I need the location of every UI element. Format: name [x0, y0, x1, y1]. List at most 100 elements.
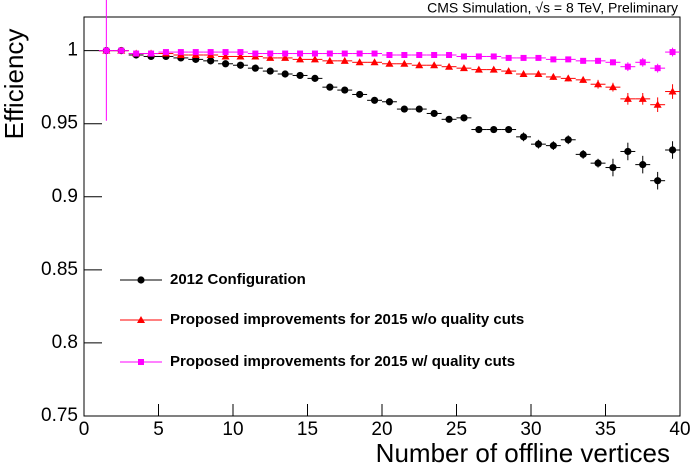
point — [594, 159, 602, 167]
point — [430, 109, 438, 118]
point — [460, 114, 468, 122]
point — [504, 67, 513, 75]
point — [535, 54, 542, 61]
point — [565, 56, 572, 63]
point — [340, 56, 349, 64]
x-tick-label: 35 — [595, 419, 616, 440]
point — [431, 52, 438, 58]
point — [222, 49, 229, 56]
x-tick-label: 25 — [446, 419, 467, 440]
point — [385, 59, 394, 67]
point — [639, 59, 646, 66]
point — [237, 49, 244, 56]
point — [221, 52, 230, 60]
point — [519, 133, 528, 141]
point — [623, 94, 632, 102]
point — [236, 61, 245, 69]
x-tick-label: 5 — [153, 419, 164, 440]
point — [370, 58, 379, 66]
legend-marker — [138, 359, 144, 365]
point — [282, 50, 289, 57]
point — [445, 115, 453, 123]
point — [401, 52, 408, 58]
point — [624, 63, 631, 70]
point — [654, 65, 661, 72]
point — [281, 53, 290, 61]
point — [505, 54, 512, 61]
point — [118, 47, 125, 54]
point — [430, 61, 439, 69]
point — [252, 50, 259, 57]
y-tick-label: 0.95 — [41, 113, 78, 134]
y-tick-label: 1 — [67, 40, 78, 61]
point — [416, 52, 423, 58]
point — [474, 65, 483, 73]
point — [519, 70, 528, 77]
point — [296, 71, 304, 80]
point — [356, 90, 364, 99]
point — [415, 105, 423, 113]
point — [654, 177, 662, 185]
point — [311, 50, 318, 57]
point — [297, 50, 304, 57]
point — [490, 125, 498, 134]
point — [475, 125, 483, 134]
point — [400, 105, 408, 113]
y-tick-label: 0.9 — [52, 186, 78, 207]
point — [505, 125, 513, 134]
x-tick-label: 0 — [79, 419, 90, 440]
point — [266, 67, 274, 75]
point — [534, 140, 543, 148]
point — [609, 163, 617, 172]
point — [624, 147, 632, 156]
point — [207, 49, 214, 56]
point — [445, 62, 454, 70]
point — [520, 54, 527, 61]
point — [400, 59, 409, 67]
point — [296, 55, 305, 63]
chart-title: CMS Simulation, √s = 8 TeV, Preliminary — [427, 0, 678, 16]
point — [267, 50, 274, 57]
point — [326, 50, 333, 57]
point — [668, 146, 677, 154]
point — [549, 72, 558, 80]
legend-marker — [137, 316, 145, 323]
point — [639, 161, 647, 169]
point — [490, 53, 497, 60]
point — [386, 52, 393, 58]
point — [653, 100, 662, 108]
point — [579, 150, 587, 158]
x-tick-label: 15 — [297, 419, 318, 440]
point — [608, 83, 617, 91]
x-tick-label: 40 — [669, 419, 690, 440]
point — [221, 60, 230, 68]
y-axis-title: Efficiency — [0, 29, 29, 140]
point — [415, 61, 424, 69]
point — [385, 98, 394, 106]
point — [192, 49, 199, 56]
point — [356, 50, 363, 57]
legend-label: 2012 Configuration — [170, 271, 306, 288]
point — [341, 50, 348, 57]
point — [148, 50, 155, 57]
point — [177, 49, 184, 56]
point — [460, 53, 467, 60]
point — [475, 53, 482, 60]
point — [638, 94, 647, 102]
point — [489, 65, 498, 73]
legend-label: Proposed improvements for 2015 w/o quali… — [170, 311, 524, 328]
point — [371, 50, 378, 57]
point — [103, 47, 110, 54]
point — [341, 86, 349, 94]
point — [609, 59, 616, 66]
point — [236, 52, 245, 60]
point — [595, 57, 602, 64]
point — [579, 75, 588, 83]
point — [669, 49, 676, 56]
x-tick-label: 30 — [520, 419, 541, 440]
point — [281, 70, 289, 78]
legend-marker — [137, 276, 145, 284]
point — [251, 64, 259, 72]
point — [370, 96, 379, 104]
